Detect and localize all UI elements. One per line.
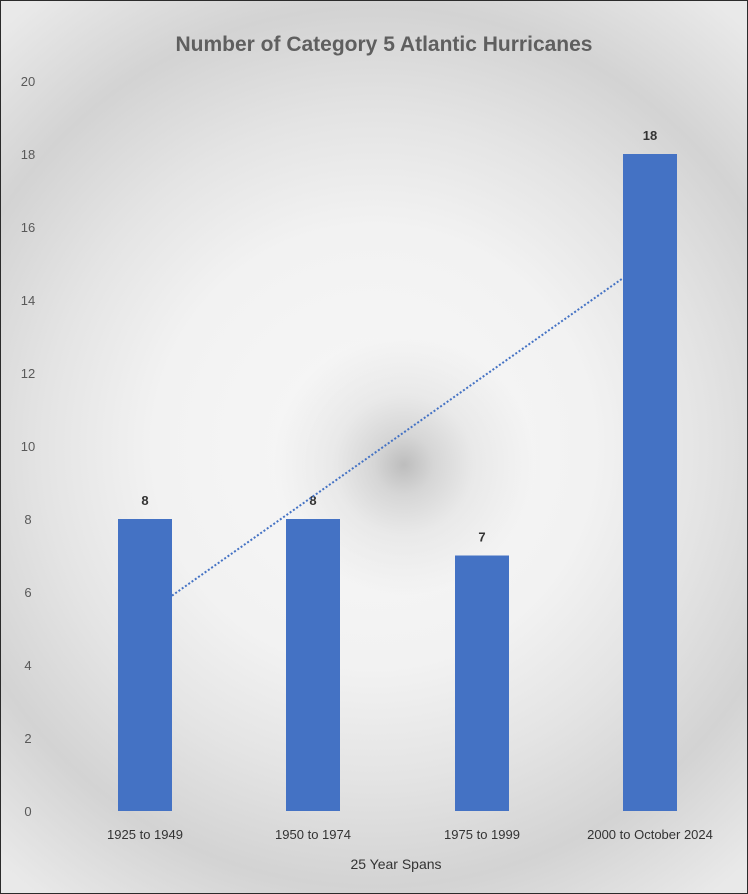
bar — [286, 519, 340, 811]
y-tick-label: 14 — [21, 293, 35, 308]
x-tick-label: 1975 to 1999 — [444, 827, 520, 842]
x-axis-ticks: 1925 to 1949 1950 to 1974 1975 to 1999 2000… — [107, 827, 713, 842]
y-tick-label: 6 — [24, 585, 31, 600]
trendline — [171, 277, 624, 597]
chart-title: Number of Category 5 Atlantic Hurricanes — [176, 33, 593, 56]
y-tick-label: 2 — [24, 731, 31, 746]
data-label: 18 — [643, 128, 657, 143]
y-axis-ticks: 0 2 4 6 8 10 12 14 16 18 20 — [21, 74, 35, 819]
x-tick-label: 2000 to October 2024 — [587, 827, 713, 842]
bar — [623, 154, 677, 811]
data-labels: 8 8 7 18 — [141, 128, 657, 545]
y-tick-label: 0 — [24, 804, 31, 819]
x-tick-label: 1950 to 1974 — [275, 827, 351, 842]
y-tick-label: 16 — [21, 220, 35, 235]
data-label: 8 — [141, 493, 148, 508]
bar — [118, 519, 172, 811]
x-axis-label: 25 Year Spans — [350, 856, 441, 872]
y-tick-label: 10 — [21, 439, 35, 454]
data-label: 8 — [309, 493, 316, 508]
data-label: 7 — [478, 530, 485, 545]
bar — [455, 555, 509, 811]
x-tick-label: 1925 to 1949 — [107, 827, 183, 842]
bars — [118, 154, 677, 811]
y-tick-label: 12 — [21, 366, 35, 381]
y-tick-label: 20 — [21, 74, 35, 89]
y-tick-label: 18 — [21, 147, 35, 162]
y-tick-label: 8 — [24, 512, 31, 527]
y-tick-label: 4 — [24, 658, 31, 673]
